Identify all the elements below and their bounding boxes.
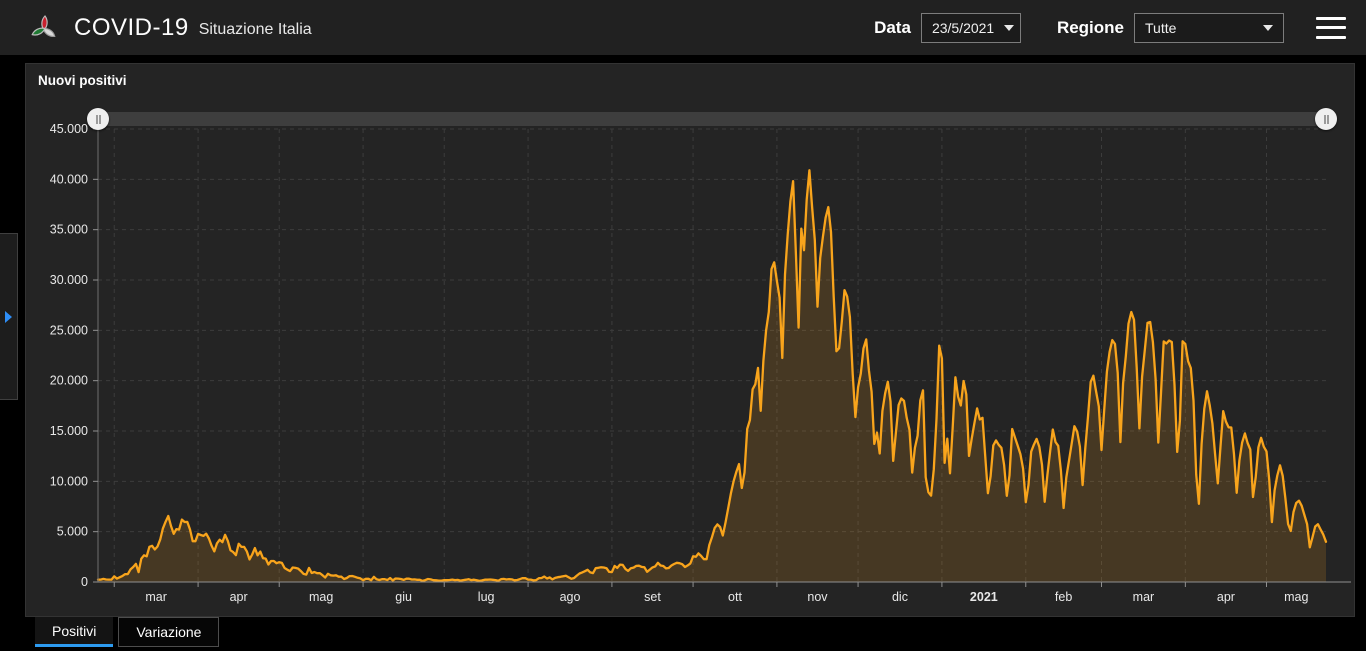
x-tick-label: mar — [145, 590, 167, 604]
hamburger-icon — [1316, 35, 1346, 39]
x-tick-label: mag — [1284, 590, 1308, 604]
y-tick-label: 35.000 — [50, 223, 88, 237]
x-tick-label: apr — [1217, 590, 1235, 604]
hamburger-icon — [1316, 16, 1346, 20]
region-select[interactable]: Tutte — [1134, 12, 1284, 43]
x-tick-label: feb — [1055, 590, 1072, 604]
date-label: Data — [874, 17, 911, 37]
tab-bar: Positivi Variazione — [35, 617, 220, 647]
x-tick-label: giu — [395, 590, 412, 604]
series-line — [96, 169, 1328, 583]
drag-handle-icon — [1323, 114, 1329, 124]
region-label: Regione — [1056, 17, 1124, 37]
x-tick-label: ago — [560, 590, 581, 604]
x-tick-label: dic — [892, 590, 908, 604]
series-fill — [98, 170, 1326, 583]
x-tick-label: ott — [728, 590, 742, 604]
region-select-value: Tutte — [1145, 19, 1177, 36]
y-tick-label: 20.000 — [50, 374, 88, 388]
hamburger-icon — [1316, 26, 1346, 29]
tab-variazione[interactable]: Variazione — [118, 617, 220, 647]
date-select[interactable]: 23/5/2021 — [920, 12, 1021, 43]
x-tick-label: nov — [807, 590, 828, 604]
range-slider-right-handle[interactable] — [1315, 108, 1337, 130]
chart-panel: Nuovi positivi 0 5.000 10.000 15.000 20.000 2… — [25, 63, 1355, 617]
app-subtitle: Situazione Italia — [198, 20, 312, 38]
tab-positivi[interactable]: Positivi — [35, 617, 114, 647]
y-tick-label: 5.000 — [57, 525, 88, 539]
series-area — [96, 169, 1328, 583]
chevron-down-icon — [1004, 24, 1015, 31]
app-header: COVID-19 Situazione Italia Data 23/5/202… — [0, 0, 1366, 55]
range-slider-left-handle[interactable] — [87, 108, 109, 130]
area-chart: 0 5.000 10.000 15.000 20.000 25.000 30.000 35.0… — [50, 112, 1351, 604]
app-title: COVID-19 — [74, 13, 189, 41]
y-tick-label: 10.000 — [50, 474, 88, 488]
y-tick-label: 25.000 — [50, 323, 88, 337]
x-tick-label: mag — [309, 590, 333, 604]
y-tick-label: 45.000 — [50, 122, 88, 136]
menu-button[interactable] — [1316, 16, 1346, 39]
chevron-down-icon — [1263, 24, 1273, 31]
drag-handle-icon — [95, 114, 101, 124]
x-tick-label: set — [644, 590, 661, 604]
protezione-civile-logo-icon — [31, 14, 56, 37]
expand-side-panel-button[interactable] — [0, 233, 18, 400]
date-select-value: 23/5/2021 — [931, 19, 995, 36]
chart-title: Nuovi positivi — [38, 73, 127, 88]
y-tick-label: 0 — [81, 575, 88, 589]
x-tick-label: mar — [1133, 590, 1155, 604]
y-tick-label: 40.000 — [50, 172, 88, 186]
y-tick-label: 15.000 — [50, 424, 88, 438]
axes — [93, 112, 1351, 587]
x-tick-label: apr — [230, 590, 248, 604]
range-slider-track[interactable] — [98, 112, 1326, 126]
axis-labels: 0 5.000 10.000 15.000 20.000 25.000 30.000 35.0… — [50, 122, 1309, 604]
chevron-right-icon — [5, 310, 12, 323]
x-tick-label: lug — [478, 590, 495, 604]
x-tick-label: 2021 — [970, 590, 998, 604]
y-tick-label: 30.000 — [50, 273, 88, 287]
